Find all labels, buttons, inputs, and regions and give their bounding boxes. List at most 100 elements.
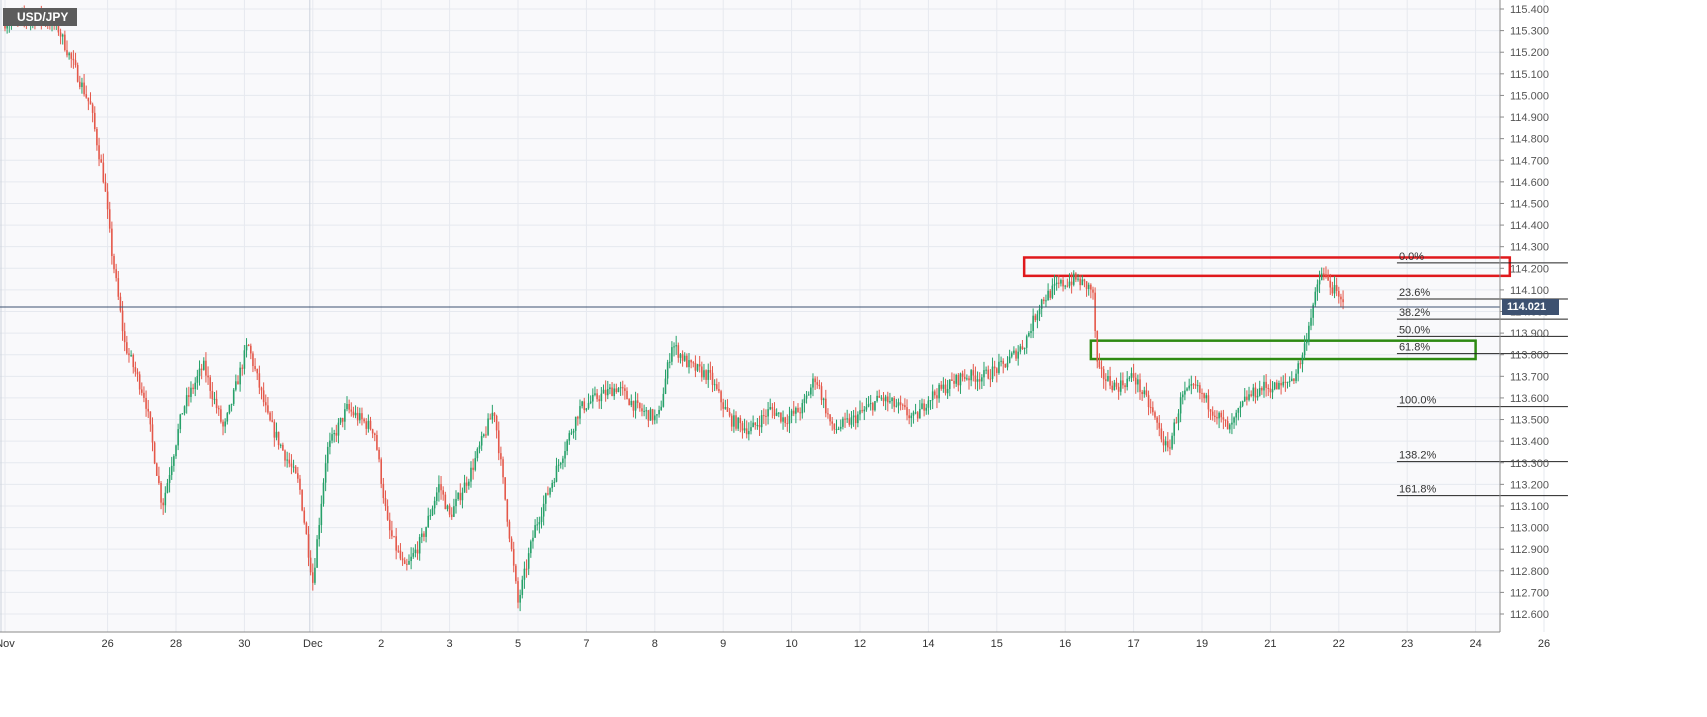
candle-body-bullish bbox=[803, 398, 806, 404]
candle-body-bullish bbox=[1231, 422, 1233, 425]
candle-body-bearish bbox=[1134, 377, 1137, 385]
candle-body-bearish bbox=[1085, 281, 1088, 289]
candle-body-bearish bbox=[904, 405, 906, 408]
candle-body-bullish bbox=[859, 410, 861, 415]
candle-body-bearish bbox=[1092, 289, 1094, 293]
candle-body-bearish bbox=[1340, 296, 1342, 300]
candle-body-bearish bbox=[1207, 395, 1210, 410]
candle-body-bullish bbox=[760, 415, 763, 428]
y-tick-label: 112.900 bbox=[1510, 544, 1549, 556]
y-tick-label: 112.600 bbox=[1510, 609, 1549, 621]
candlestick-series bbox=[4, 5, 1344, 612]
candle-body-bearish bbox=[1323, 273, 1325, 275]
candle-body-bullish bbox=[656, 414, 658, 416]
candle-body-bullish bbox=[455, 499, 457, 507]
candle-body-bearish bbox=[1105, 379, 1107, 381]
candle-body-bearish bbox=[886, 396, 889, 403]
candle-body-bearish bbox=[1214, 415, 1216, 418]
candle-body-bearish bbox=[598, 399, 601, 402]
candle-body-bullish bbox=[410, 556, 412, 562]
candle-body-bearish bbox=[209, 377, 211, 391]
candle-body-bullish bbox=[658, 410, 660, 415]
candle-body-bullish bbox=[733, 415, 735, 427]
candle-body-bearish bbox=[369, 420, 372, 430]
candle-body-bullish bbox=[339, 417, 342, 423]
candle-body-bearish bbox=[1004, 363, 1007, 368]
candle-body-bullish bbox=[322, 482, 325, 504]
candle-body-bullish bbox=[318, 525, 321, 540]
candle-body-bearish bbox=[76, 65, 79, 82]
candle-body-bearish bbox=[1034, 315, 1037, 321]
candle-body-bullish bbox=[1205, 395, 1208, 399]
candle-body-bullish bbox=[1312, 304, 1314, 318]
candle-body-bearish bbox=[123, 331, 126, 343]
candle-body-bearish bbox=[1115, 382, 1118, 387]
candle-body-bullish bbox=[1295, 373, 1297, 381]
x-tick-label: 21 bbox=[1264, 638, 1276, 650]
candle-body-bullish bbox=[213, 398, 216, 400]
candle-body-bullish bbox=[463, 482, 466, 493]
candle-body-bullish bbox=[938, 384, 940, 399]
candle-body-bullish bbox=[660, 406, 663, 411]
candle-body-bullish bbox=[1256, 395, 1259, 398]
candle-body-bearish bbox=[989, 378, 992, 380]
candle-body-bearish bbox=[816, 382, 819, 385]
candle-body-bullish bbox=[769, 407, 772, 410]
candle-body-bullish bbox=[491, 412, 494, 420]
candle-body-bearish bbox=[583, 401, 586, 411]
candle-body-bearish bbox=[692, 362, 695, 364]
candle-body-bearish bbox=[953, 380, 955, 384]
candle-body-bullish bbox=[1173, 422, 1176, 436]
candle-body-bearish bbox=[459, 492, 462, 501]
resistance-box bbox=[1022, 256, 1512, 278]
candle-body-bearish bbox=[305, 522, 308, 535]
candle-body-bearish bbox=[72, 58, 75, 61]
candle-body-bearish bbox=[996, 368, 998, 373]
candle-body-bearish bbox=[739, 417, 742, 424]
x-tick-label: 26 bbox=[1538, 638, 1550, 650]
candle-body-bearish bbox=[237, 381, 239, 385]
candle-body-bearish bbox=[1342, 299, 1344, 303]
fib-level-label: 100.0% bbox=[1399, 395, 1437, 407]
candle-body-bearish bbox=[1169, 447, 1171, 449]
candle-body-bearish bbox=[215, 398, 218, 409]
y-tick-label: 115.200 bbox=[1510, 47, 1549, 59]
fib-level-label: 38.2% bbox=[1399, 307, 1430, 319]
candle-body-bearish bbox=[380, 459, 382, 484]
candle-body-bullish bbox=[613, 388, 615, 397]
candle-body-bearish bbox=[1261, 388, 1263, 391]
candle-body-bearish bbox=[1201, 392, 1203, 394]
candle-body-bearish bbox=[301, 489, 303, 511]
candle-body-bullish bbox=[1282, 381, 1285, 386]
candle-body-bearish bbox=[639, 402, 641, 409]
candle-body-bullish bbox=[1290, 378, 1293, 382]
candle-body-bullish bbox=[1263, 381, 1265, 391]
candle-body-bullish bbox=[867, 404, 870, 407]
candle-body-bullish bbox=[1038, 308, 1041, 315]
candle-body-bearish bbox=[352, 411, 355, 416]
candle-body-bullish bbox=[1179, 397, 1182, 414]
candle-body-bearish bbox=[1293, 378, 1295, 381]
candle-body-bearish bbox=[416, 549, 419, 554]
candle-body-bearish bbox=[1192, 384, 1195, 386]
candle-body-bearish bbox=[872, 403, 874, 411]
candle-body-bearish bbox=[277, 431, 280, 446]
candle-body-bearish bbox=[363, 419, 365, 422]
candle-body-bearish bbox=[814, 378, 816, 383]
candle-body-bearish bbox=[1284, 381, 1287, 383]
candle-body-bullish bbox=[756, 425, 759, 427]
candle-body-bearish bbox=[799, 412, 801, 414]
candle-body-bullish bbox=[579, 406, 581, 419]
candle-body-bullish bbox=[1119, 380, 1122, 392]
candle-body-bearish bbox=[773, 409, 776, 416]
candle-body-bullish bbox=[175, 445, 177, 457]
candle-body-bullish bbox=[544, 493, 547, 504]
candle-body-bullish bbox=[542, 503, 545, 517]
candle-body-bullish bbox=[750, 427, 752, 432]
candle-body-bullish bbox=[955, 375, 957, 384]
x-tick-label: 8 bbox=[652, 638, 658, 650]
candle-body-bearish bbox=[705, 370, 707, 380]
candle-body-bullish bbox=[181, 413, 184, 415]
